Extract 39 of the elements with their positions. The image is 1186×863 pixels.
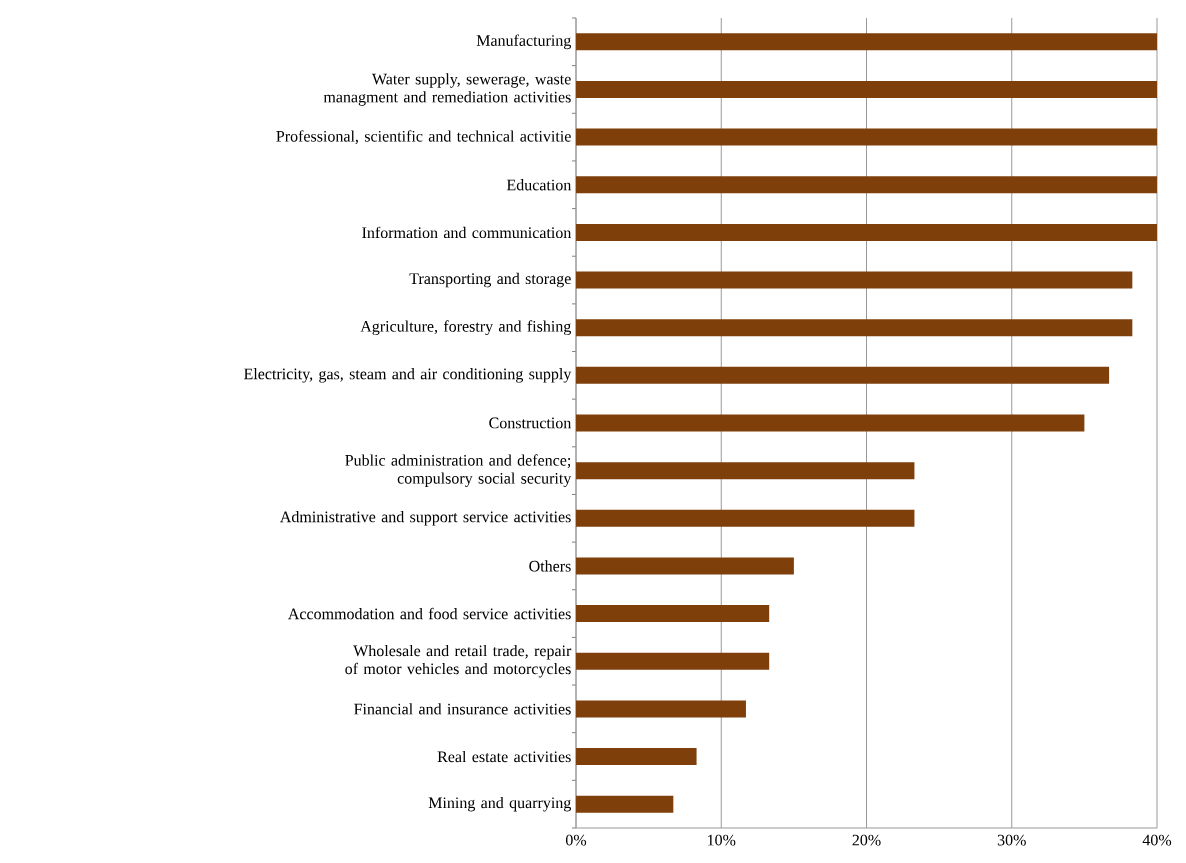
bar: [576, 652, 770, 670]
y-tick-label: Information and communication: [362, 226, 572, 239]
bar: [576, 319, 1133, 337]
bar: [576, 223, 1158, 241]
x-tick-label: 40%: [1142, 834, 1172, 846]
x-tick-label: 20%: [852, 834, 881, 846]
bar: [576, 557, 794, 575]
bar: [576, 462, 915, 480]
bar: [576, 509, 915, 527]
bar: [576, 176, 1158, 194]
y-tick-label: Real estate activities: [437, 750, 571, 763]
y-tick-label: Accommodation and food service activities: [288, 607, 571, 620]
y-tick-label: Administrative and support service activities: [279, 511, 571, 526]
bar: [576, 271, 1133, 289]
x-tick-label: 30%: [997, 834, 1026, 846]
y-tick-label: Transporting and storage: [409, 272, 571, 288]
bar: [576, 33, 1158, 51]
y-tick-label: Professional, scientific and technical activitie: [276, 130, 571, 144]
bar: [576, 366, 1110, 384]
y-tick-label: Construction: [489, 417, 572, 429]
y-tick-label: Agriculture, forestry and fishing: [360, 320, 572, 336]
y-tick-label: Education: [506, 179, 572, 191]
y-tick-label: Mining and quarrying: [428, 796, 572, 812]
bar: [576, 748, 697, 766]
bar: [576, 80, 1158, 98]
bar: [576, 605, 770, 623]
bar: [576, 700, 746, 718]
x-tick-label: 10%: [708, 834, 736, 846]
y-tick-label: Public administration and defence; compulsory social security: [345, 454, 572, 487]
bar: [576, 414, 1085, 432]
y-tick-label: Electricity, gas, steam and air conditioning supply: [244, 368, 572, 383]
y-tick-label: Manufacturing: [476, 34, 572, 50]
bar: [576, 128, 1158, 146]
y-tick-label: Wholesale and retail trade, repair of motor vehicles and motorcycles: [345, 644, 572, 678]
y-tick-label: Financial and insurance activities: [354, 703, 571, 715]
y-tick-label: Others: [529, 560, 571, 572]
x-tick-label: 0%: [565, 834, 587, 846]
bar: [576, 795, 674, 813]
y-tick-label: Water supply, sewerage, waste managment and remediation activities: [323, 73, 571, 106]
